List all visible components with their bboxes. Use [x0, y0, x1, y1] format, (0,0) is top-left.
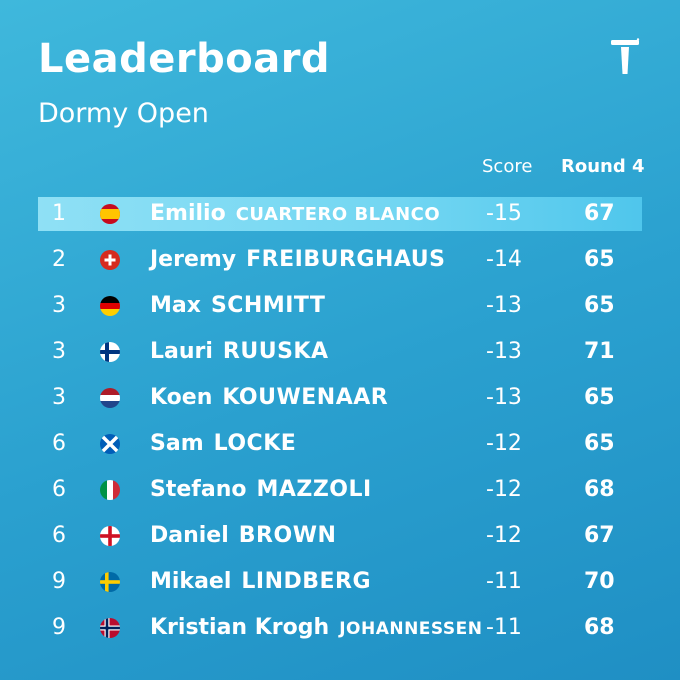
- player-first-name: Mikael: [150, 569, 232, 594]
- total-score: -14: [486, 247, 522, 272]
- round-column-header: Round 4: [561, 156, 645, 177]
- leaderboard-row: 6 Stefano MAZZOLI -12 68: [38, 473, 642, 507]
- player-name: Lauri RUUSKA: [150, 335, 329, 369]
- scotland-flag-icon: [100, 434, 120, 454]
- total-score: -12: [486, 523, 522, 548]
- round-score: 65: [584, 293, 615, 318]
- player-last-name: MAZZOLI: [256, 477, 372, 502]
- sweden-flag-icon: [100, 572, 120, 592]
- player-name: Max SCHMITT: [150, 289, 325, 323]
- player-name: Kristian Krogh JOHANNESSEN: [150, 611, 482, 646]
- player-first-name: Sam: [150, 431, 204, 456]
- player-last-name: BROWN: [238, 523, 337, 548]
- player-name: Daniel BROWN: [150, 519, 336, 553]
- player-last-name: KOUWENAAR: [222, 385, 389, 410]
- round-score: 67: [584, 523, 615, 548]
- total-score: -15: [486, 201, 522, 226]
- total-score: -13: [486, 293, 522, 318]
- page-title: Leaderboard: [38, 36, 331, 82]
- england-flag-icon: [100, 526, 120, 546]
- player-name: Sam LOCKE: [150, 427, 296, 461]
- player-last-name: SCHMITT: [210, 293, 326, 318]
- round-score: 65: [584, 385, 615, 410]
- player-name: Koen KOUWENAAR: [150, 381, 388, 415]
- player-name: Emilio CUARTERO BLANCO: [150, 197, 440, 232]
- position: 3: [52, 339, 66, 364]
- player-last-name: LINDBERG: [241, 569, 372, 594]
- position: 9: [52, 569, 66, 594]
- round-score: 71: [584, 339, 615, 364]
- tour-logo-icon: [611, 38, 640, 74]
- player-first-name: Lauri: [150, 339, 213, 364]
- total-score: -11: [486, 615, 522, 640]
- position: 6: [52, 523, 66, 548]
- player-first-name: Emilio: [150, 201, 226, 226]
- total-score: -13: [486, 385, 522, 410]
- player-name: Jeremy FREIBURGHAUS: [150, 243, 445, 277]
- leaderboard-row: 3 Max SCHMITT -13 65: [38, 289, 642, 323]
- leaderboard-row: 1 Emilio CUARTERO BLANCO -15 67: [38, 197, 642, 231]
- leaderboard-row: 2 Jeremy FREIBURGHAUS -14 65: [38, 243, 642, 277]
- total-score: -12: [486, 477, 522, 502]
- player-last-name: RUUSKA: [222, 339, 329, 364]
- position: 3: [52, 293, 66, 318]
- round-score: 68: [584, 615, 615, 640]
- leaderboard-row: 3 Koen KOUWENAAR -13 65: [38, 381, 642, 415]
- player-last-name: JOHANNESSEN: [339, 619, 483, 639]
- position: 6: [52, 431, 66, 456]
- player-last-name: CUARTERO BLANCO: [235, 204, 441, 225]
- round-score: 68: [584, 477, 615, 502]
- germany-flag-icon: [100, 296, 120, 316]
- italy-flag-icon: [100, 480, 120, 500]
- position: 6: [52, 477, 66, 502]
- round-score: 65: [584, 431, 615, 456]
- round-score: 70: [584, 569, 615, 594]
- player-last-name: FREIBURGHAUS: [246, 247, 446, 272]
- leaderboard-row: 3 Lauri RUUSKA -13 71: [38, 335, 642, 369]
- player-name: Mikael LINDBERG: [150, 565, 371, 599]
- leaderboard-row: 6 Daniel BROWN -12 67: [38, 519, 642, 553]
- player-first-name: Koen: [150, 385, 213, 410]
- norway-flag-icon: [100, 618, 120, 638]
- spain-flag-icon: [100, 204, 120, 224]
- player-last-name: LOCKE: [213, 431, 297, 456]
- player-first-name: Max: [150, 293, 201, 318]
- position: 3: [52, 385, 66, 410]
- round-score: 65: [584, 247, 615, 272]
- leaderboard-row: 6 Sam LOCKE -12 65: [38, 427, 642, 461]
- total-score: -13: [486, 339, 522, 364]
- player-name: Stefano MAZZOLI: [150, 473, 372, 507]
- player-first-name: Jeremy: [150, 247, 237, 272]
- score-column-header: Score: [482, 156, 533, 177]
- position: 1: [52, 201, 66, 226]
- tournament-name: Dormy Open: [38, 98, 209, 129]
- leaderboard-list: 1 Emilio CUARTERO BLANCO -15 67 2 Jeremy FREIBU…: [38, 197, 642, 657]
- player-first-name: Stefano: [150, 477, 247, 502]
- total-score: -12: [486, 431, 522, 456]
- round-score: 67: [584, 201, 615, 226]
- player-first-name: Daniel: [150, 523, 229, 548]
- leaderboard-row: 9 Mikael LINDBERG -11 70: [38, 565, 642, 599]
- position: 9: [52, 615, 66, 640]
- switzerland-flag-icon: [100, 250, 120, 270]
- leaderboard-row: 9 Kristian Krogh JOHANNESSEN -11 68: [38, 611, 642, 645]
- total-score: -11: [486, 569, 522, 594]
- finland-flag-icon: [100, 342, 120, 362]
- netherlands-flag-icon: [100, 388, 120, 408]
- player-first-name: Kristian Krogh: [150, 615, 330, 640]
- position: 2: [52, 247, 66, 272]
